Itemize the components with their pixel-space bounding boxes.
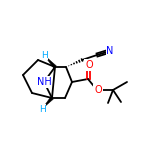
- Text: O: O: [94, 85, 102, 95]
- Polygon shape: [42, 97, 53, 109]
- Text: H: H: [41, 50, 47, 59]
- Polygon shape: [44, 55, 56, 68]
- Text: NH: NH: [37, 77, 51, 87]
- Text: H: H: [39, 105, 45, 114]
- Text: O: O: [85, 60, 93, 70]
- Text: N: N: [106, 46, 114, 56]
